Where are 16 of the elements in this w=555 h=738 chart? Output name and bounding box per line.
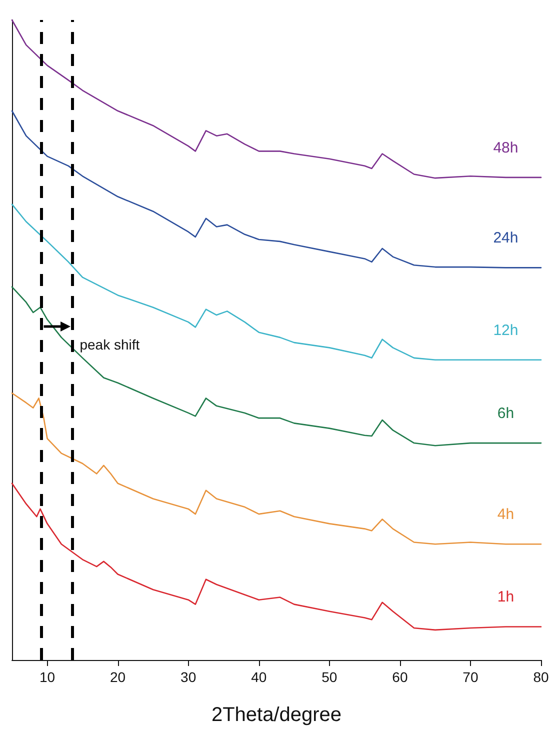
- series-label: 12h: [493, 322, 518, 339]
- series-label: 6h: [497, 405, 514, 422]
- series-label: 4h: [497, 506, 514, 524]
- annotation: peak shift: [80, 336, 140, 352]
- x-tick-label: 10: [39, 669, 56, 685]
- x-tick-label: 20: [110, 669, 126, 685]
- x-tick-label: 40: [251, 669, 267, 685]
- x-tick-label: 70: [462, 669, 478, 685]
- x-tick-label: 60: [392, 669, 408, 685]
- x-tick-label: 80: [533, 669, 549, 685]
- x-tick-label: 30: [180, 669, 196, 685]
- x-axis-title: 2Theta/degree: [211, 704, 342, 726]
- series-label: 48h: [493, 139, 518, 156]
- x-tick-label: 50: [322, 669, 338, 685]
- series-label: 24h: [493, 230, 518, 247]
- series-label: 1h: [497, 588, 514, 606]
